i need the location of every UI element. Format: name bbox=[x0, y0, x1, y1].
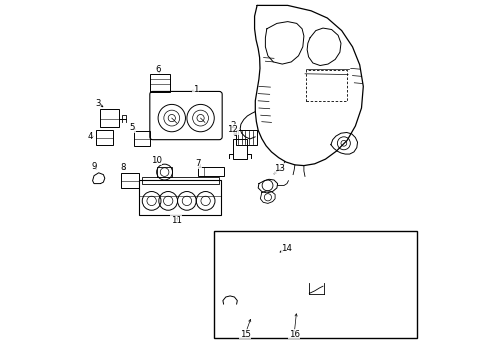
Bar bbox=[228, 305, 234, 325]
Text: 8: 8 bbox=[120, 163, 125, 171]
Text: 10: 10 bbox=[150, 156, 162, 165]
Text: 13: 13 bbox=[274, 164, 285, 173]
Bar bbox=[139, 180, 221, 215]
Text: 5: 5 bbox=[129, 123, 135, 132]
Text: 6: 6 bbox=[155, 65, 161, 74]
Text: 16: 16 bbox=[288, 330, 299, 338]
Bar bbox=[213, 231, 416, 338]
Bar bbox=[150, 74, 170, 92]
Bar bbox=[121, 173, 139, 188]
Bar bbox=[157, 167, 171, 177]
Bar bbox=[101, 109, 119, 127]
Circle shape bbox=[292, 292, 300, 299]
Text: 7: 7 bbox=[195, 159, 201, 168]
Bar bbox=[133, 131, 149, 146]
Bar bbox=[142, 177, 219, 184]
Text: 9: 9 bbox=[91, 162, 97, 171]
Bar bbox=[305, 70, 346, 101]
Text: 1: 1 bbox=[193, 85, 198, 94]
Bar bbox=[232, 139, 246, 159]
Text: 11: 11 bbox=[170, 216, 181, 225]
Text: 12: 12 bbox=[227, 125, 238, 134]
Text: 15: 15 bbox=[239, 330, 250, 338]
Text: 2: 2 bbox=[230, 122, 235, 130]
Text: 4: 4 bbox=[87, 132, 93, 140]
Bar bbox=[197, 167, 223, 176]
Text: 3: 3 bbox=[95, 99, 101, 108]
Bar bbox=[96, 130, 113, 145]
Bar bbox=[236, 130, 257, 145]
Text: 14: 14 bbox=[281, 244, 292, 253]
